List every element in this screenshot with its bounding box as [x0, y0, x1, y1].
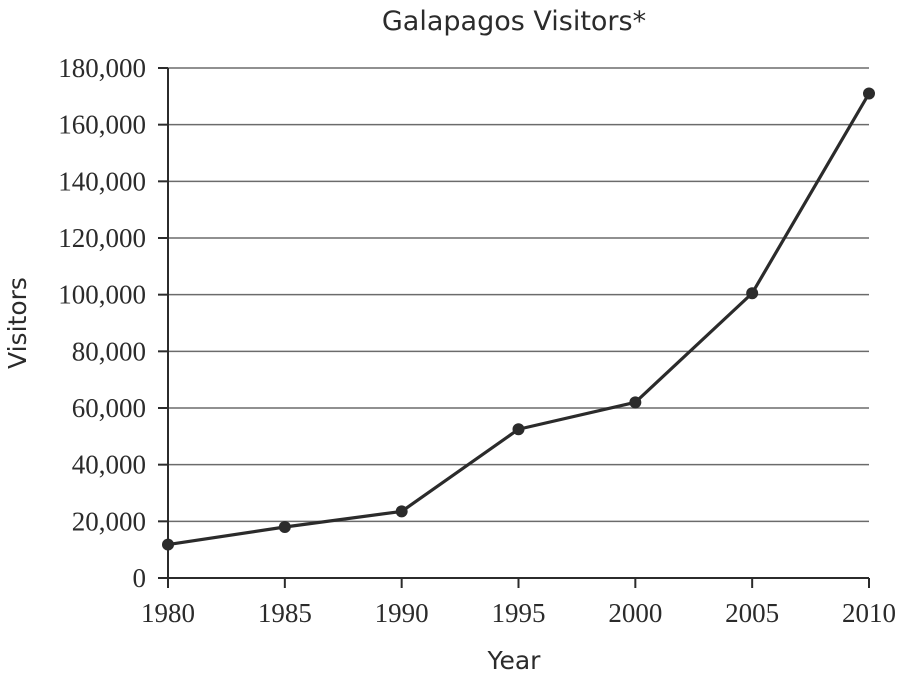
y-tick-label: 0	[133, 563, 147, 593]
x-tick-label: 1980	[141, 598, 195, 628]
x-tick-label: 2010	[842, 598, 896, 628]
x-tick-label: 2005	[725, 598, 779, 628]
x-tick-label: 1985	[258, 598, 312, 628]
gridlines	[168, 67, 869, 523]
data-point	[512, 423, 525, 436]
y-axis-ticks: 0 20,000 40,000 60,000 80,000 100,000 120,000 1…	[58, 53, 168, 593]
x-axis-ticks: 1980 1985 1990 1995 2000 2005 2010	[141, 578, 896, 628]
x-tick-label: 1990	[375, 598, 429, 628]
x-tick-label: 1995	[492, 598, 546, 628]
y-tick-label: 20,000	[72, 506, 146, 536]
data-point	[162, 538, 174, 551]
series-line	[167, 92, 871, 547]
y-tick-label: 120,000	[58, 223, 146, 253]
series-group	[162, 87, 875, 551]
data-point	[746, 287, 759, 300]
x-axis-label: Year	[487, 646, 542, 675]
y-tick-label: 40,000	[72, 450, 146, 480]
chart-title: Galapagos Visitors*	[382, 6, 646, 37]
y-tick-label: 100,000	[58, 280, 146, 310]
y-tick-label: 140,000	[58, 166, 146, 196]
data-point	[395, 505, 408, 518]
data-point	[278, 521, 291, 533]
data-point	[629, 396, 642, 409]
y-tick-label: 80,000	[72, 336, 146, 366]
data-point	[863, 87, 875, 100]
y-tick-label: 160,000	[58, 110, 146, 140]
y-tick-label: 60,000	[72, 393, 146, 423]
y-axis-label: Visitors	[3, 277, 32, 369]
y-tick-label: 180,000	[58, 53, 146, 83]
x-tick-label: 2000	[608, 598, 662, 628]
